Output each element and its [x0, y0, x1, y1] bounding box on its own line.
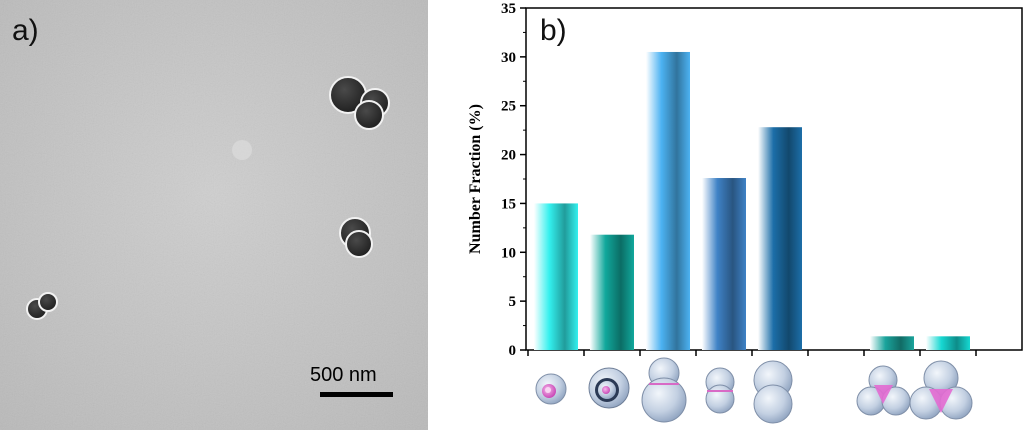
bar-dimer-large-small — [646, 51, 690, 350]
y-tick-label: 15 — [501, 196, 516, 212]
dimer-equal-large-icon — [753, 360, 793, 424]
y-tick-label: 20 — [501, 148, 516, 164]
y-tick-label: 10 — [501, 245, 516, 261]
y-tick-label: 0 — [509, 343, 517, 359]
y-tick-label: 25 — [501, 99, 516, 115]
dimer-equal-small-icon — [705, 367, 735, 414]
bar-chart-panel: 0 5 10 15 20 25 30 35 Number Fraction (%) — [430, 0, 1024, 430]
trimer-large-icon — [909, 360, 973, 420]
bar-trimer-large — [926, 336, 970, 350]
bar-dimer-equal-small — [702, 178, 746, 350]
particle-morphology-icons — [535, 357, 973, 424]
bar-single-sphere-core-shell — [534, 203, 578, 350]
bar-dimer-equal-large — [758, 127, 802, 350]
bar-trimer-small — [870, 336, 914, 350]
thick-shell-sphere-icon — [588, 367, 630, 409]
scale-bar — [320, 392, 393, 397]
tem-micrograph — [0, 0, 428, 430]
y-axis-label: Number Fraction (%) — [467, 104, 484, 254]
y-tick-label: 5 — [509, 294, 517, 310]
core-shell-sphere-icon — [535, 373, 567, 405]
trimer-small-icon — [856, 365, 911, 416]
y-tick-label: 35 — [501, 1, 516, 17]
particle-cluster-trimer — [329, 76, 390, 130]
scale-bar-label: 500 nm — [310, 364, 377, 386]
bar-single-sphere-thick-shell — [590, 234, 634, 350]
dimer-large-small-icon — [641, 357, 687, 423]
tem-image-panel: a) 500 nm — [0, 0, 428, 430]
panel-b-label: b) — [540, 14, 567, 47]
panel-a-label: a) — [12, 14, 39, 47]
y-tick-label: 30 — [501, 50, 516, 66]
particle-cluster-dimer — [339, 217, 373, 258]
particle-cluster-small-dimer — [26, 292, 58, 320]
bar-chart: 0 5 10 15 20 25 30 35 Number Fraction (%) — [467, 1, 1023, 424]
